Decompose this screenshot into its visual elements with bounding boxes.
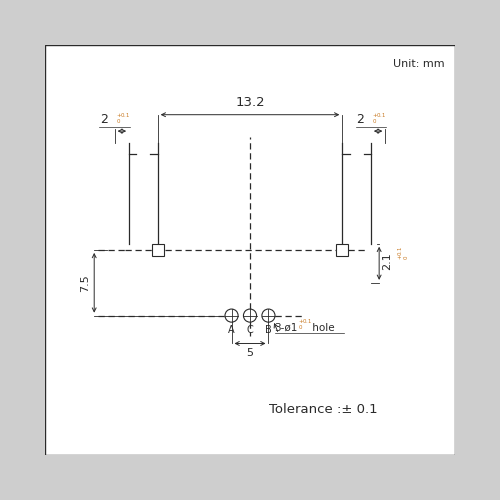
Text: $^{+0.1}_{0}$: $^{+0.1}_{0}$ <box>116 111 130 126</box>
Text: 5: 5 <box>246 348 254 358</box>
Bar <box>152 244 164 256</box>
Text: 7.5: 7.5 <box>80 274 90 291</box>
Text: B: B <box>265 326 272 336</box>
Text: Unit: mm: Unit: mm <box>393 60 445 70</box>
Text: $^{+0.1}_{0}$: $^{+0.1}_{0}$ <box>298 317 313 332</box>
Text: 2.1: 2.1 <box>382 252 392 270</box>
Text: 3-ø1: 3-ø1 <box>274 323 298 333</box>
Text: C: C <box>246 326 254 336</box>
Text: 2: 2 <box>356 113 364 126</box>
Text: Tolerance :± 0.1: Tolerance :± 0.1 <box>270 404 378 416</box>
Text: A: A <box>228 326 235 336</box>
Text: 2: 2 <box>100 113 108 126</box>
Text: hole: hole <box>310 323 335 333</box>
Bar <box>336 244 348 256</box>
Text: $^{+0.1}_{0}$: $^{+0.1}_{0}$ <box>372 111 386 126</box>
Text: 13.2: 13.2 <box>235 96 265 108</box>
Text: $^{+0.1}_{0}$: $^{+0.1}_{0}$ <box>396 246 411 260</box>
